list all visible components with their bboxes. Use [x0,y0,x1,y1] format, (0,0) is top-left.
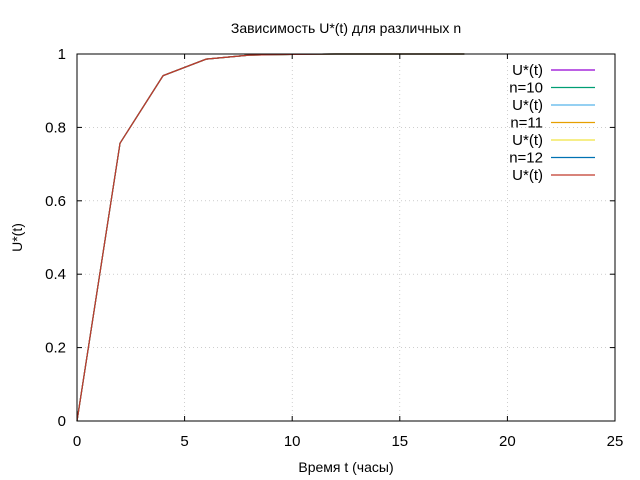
x-tick-label: 15 [391,433,408,450]
legend-label: U*(t) [512,62,543,79]
legend-label: U*(t) [512,132,543,149]
x-tick-label: 5 [180,433,188,450]
legend-label: n=12 [509,150,543,167]
x-tick-label: 20 [499,433,516,450]
legend-label: U*(t) [512,97,543,114]
y-tick-label: 1 [58,46,66,63]
y-tick-label: 0.6 [45,193,66,210]
legend-label: n=10 [509,80,543,97]
legend-label: n=11 [510,115,543,132]
y-tick-label: 0.8 [45,119,66,136]
y-tick-label: 0.4 [45,266,66,283]
x-tick-label: 10 [284,433,301,450]
plot-border [76,53,616,422]
x-tick-label: 25 [607,433,624,450]
x-axis-label: Время t (часы) [298,459,393,475]
legend-label: U*(t) [512,167,543,184]
y-axis-label: U*(t) [9,223,25,252]
axis-ticks: 0 5 10 15 20 25 0 0.2 0.4 0.6 0.8 1 [45,46,623,450]
grid-lines [77,54,615,421]
y-tick-label: 0 [58,413,66,430]
x-tick-label: 0 [73,433,81,450]
y-tick-label: 0.2 [45,340,66,357]
chart-title: Зависимость U*(t) для различных n [231,20,461,36]
legend: U*(t)n=10U*(t)n=11U*(t)n=12U*(t) [509,62,595,184]
